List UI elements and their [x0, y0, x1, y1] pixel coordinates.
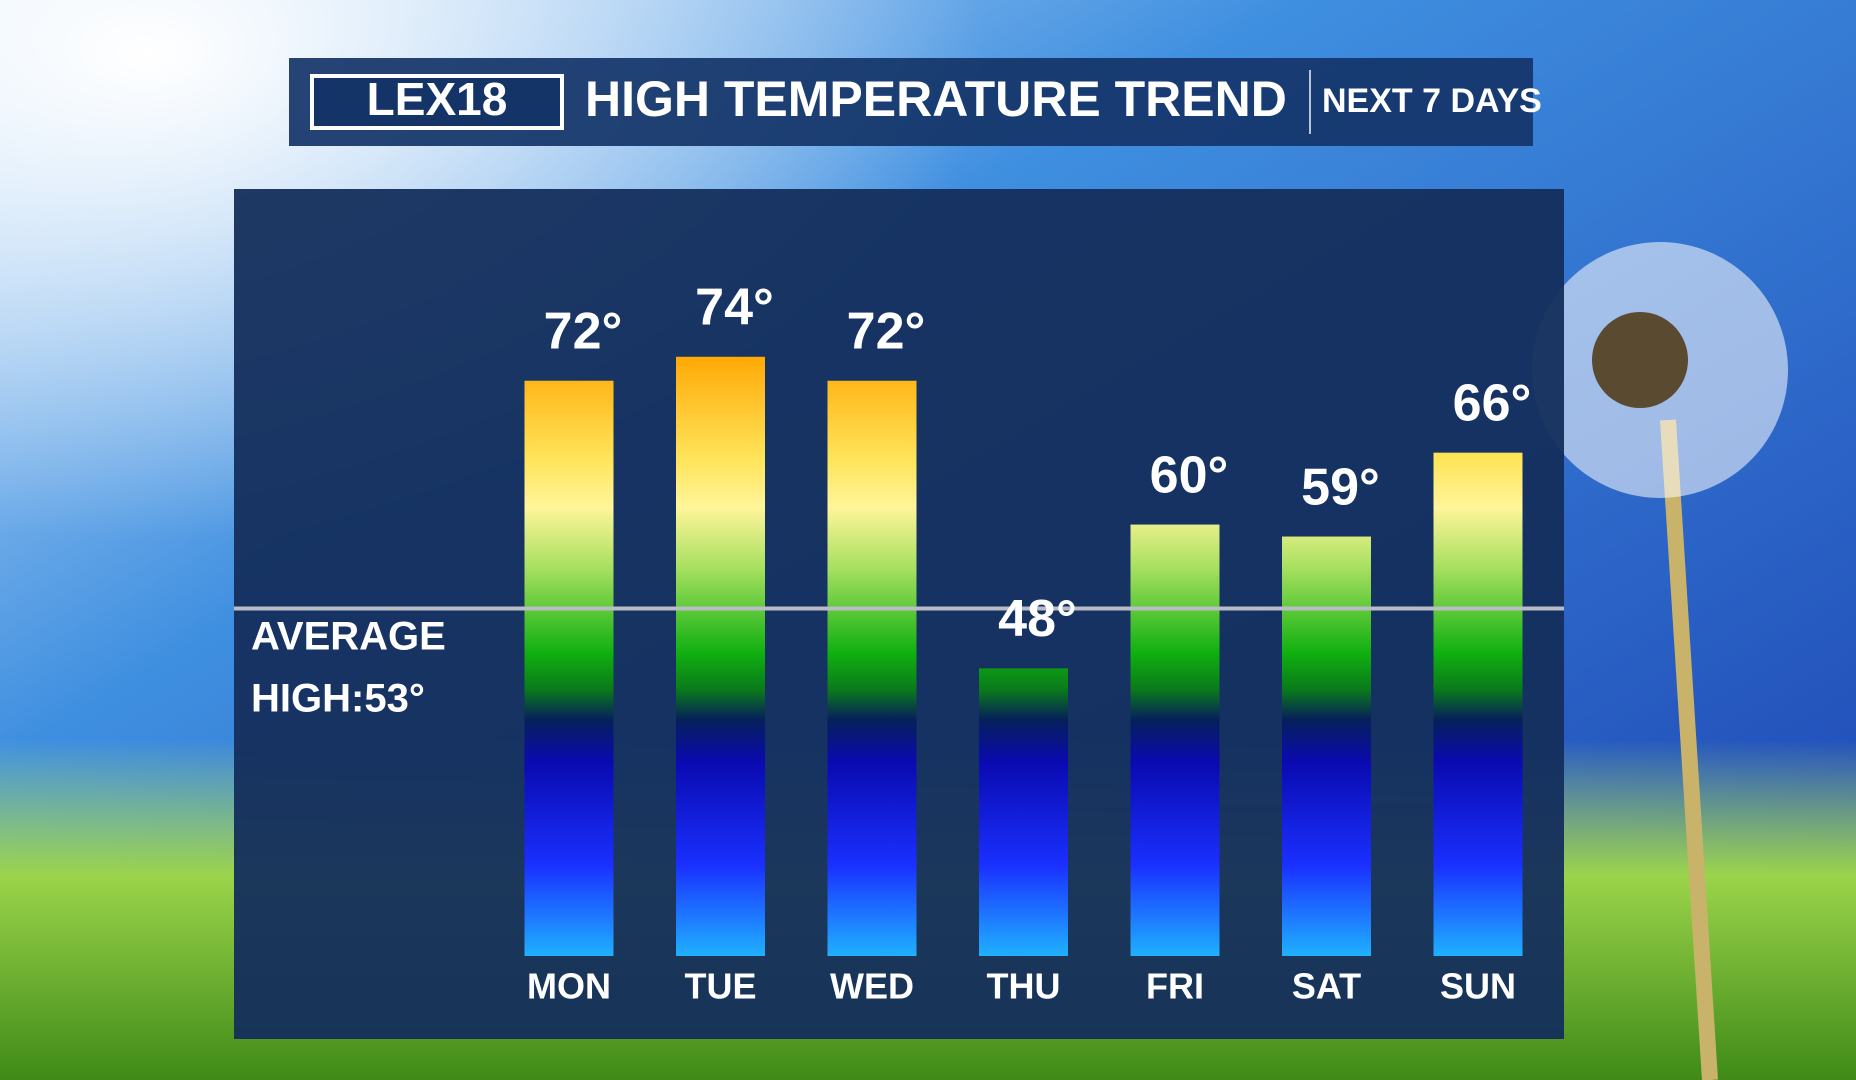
bar: [979, 668, 1068, 956]
value-label: 72°: [847, 302, 926, 360]
x-tick-label: SUN: [1440, 966, 1516, 1007]
chart-title: HIGH TEMPERATURE TREND: [585, 71, 1287, 127]
x-tick-label: WED: [830, 966, 914, 1007]
bar: [1130, 524, 1220, 956]
bar: [676, 356, 765, 956]
x-tick-label: MON: [527, 966, 611, 1007]
x-tick-label: FRI: [1146, 966, 1204, 1007]
dandelion: [1532, 242, 1788, 1080]
average-label: HIGH:53°: [251, 677, 425, 721]
bar: [524, 380, 614, 956]
value-label: 74°: [695, 279, 774, 337]
x-tick-label: TUE: [685, 966, 757, 1007]
value-label: 66°: [1453, 374, 1532, 432]
bar: [1433, 452, 1523, 956]
value-label: 59°: [1301, 458, 1380, 516]
logo-inner: [314, 78, 560, 126]
x-tick-label: THU: [987, 966, 1061, 1007]
x-tick-label: SAT: [1292, 966, 1361, 1007]
chart-subtitle: NEXT 7 DAYS: [1322, 82, 1542, 120]
value-label: 72°: [544, 302, 623, 360]
value-label: 48°: [998, 590, 1077, 648]
value-label: 60°: [1150, 446, 1229, 504]
logo: LEX18: [367, 73, 508, 125]
bar: [827, 380, 917, 956]
bar: [1282, 536, 1371, 956]
average-label: AVERAGE: [251, 615, 446, 659]
